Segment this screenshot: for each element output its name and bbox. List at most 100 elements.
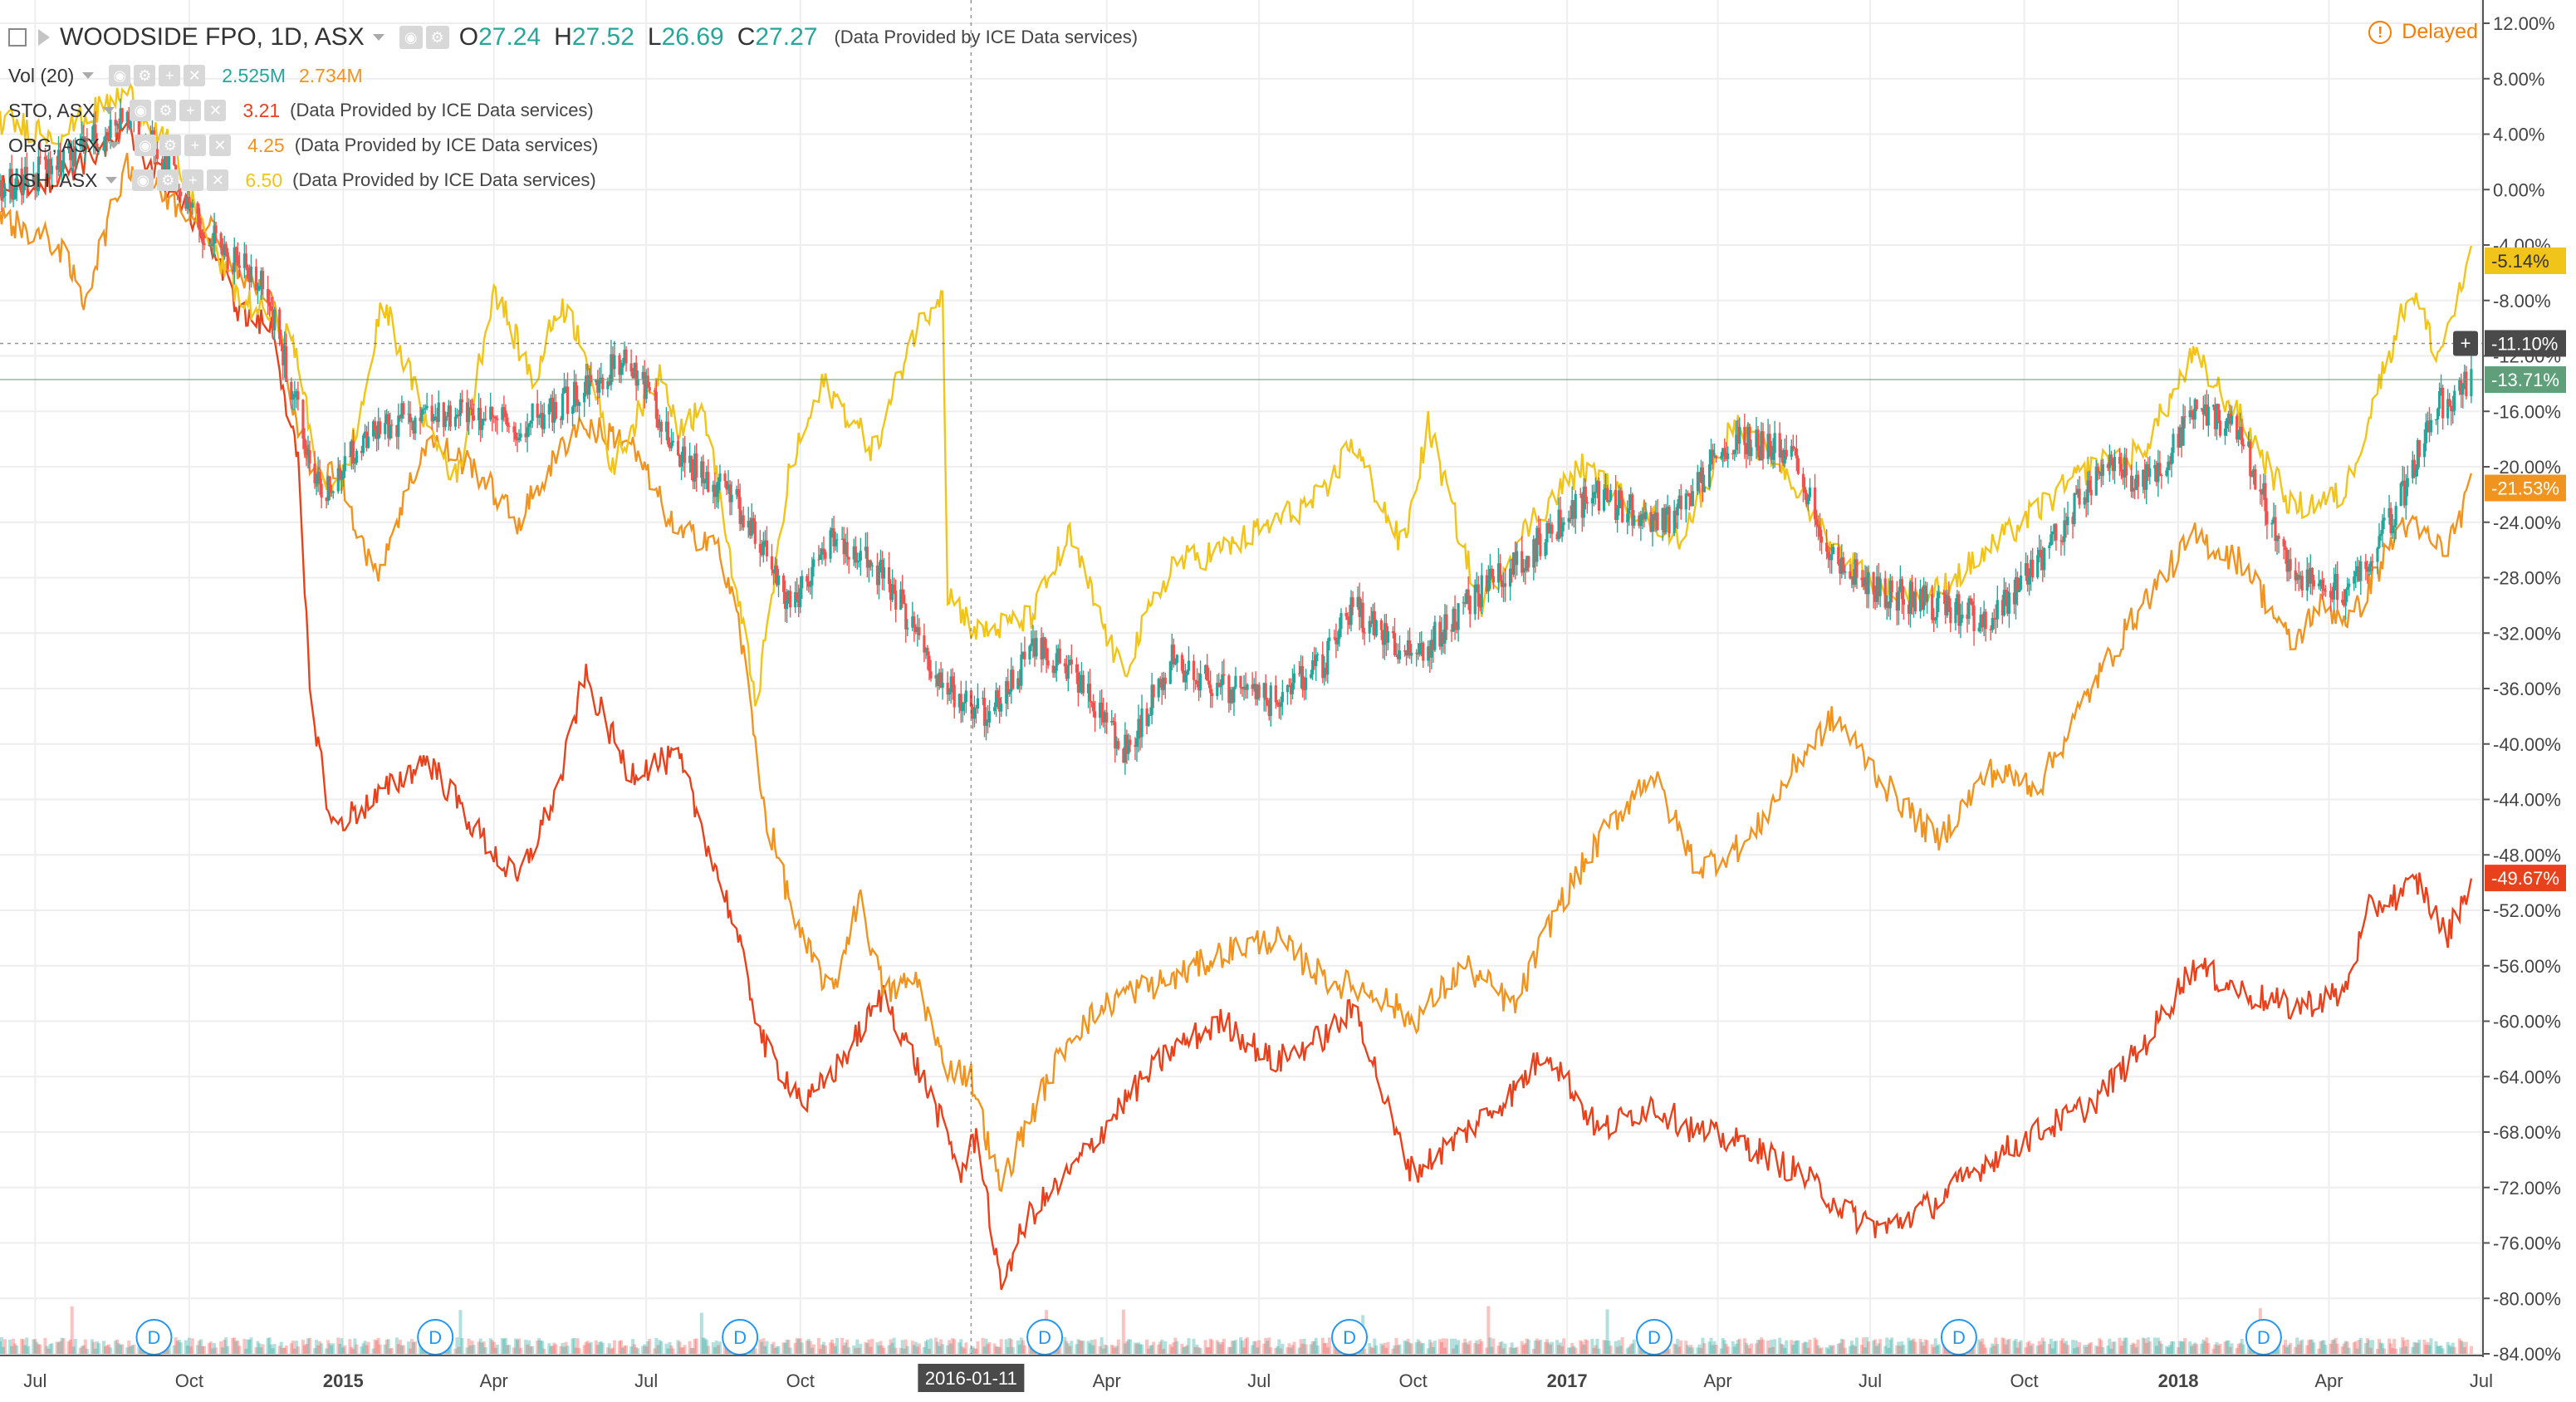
candle-body [477,408,481,421]
candle [695,443,698,493]
candle-body [1281,692,1284,703]
close-icon[interactable]: ✕ [208,135,231,156]
chevron-down-icon[interactable] [103,107,115,114]
candle-body [82,136,86,151]
volume-bar [2446,1341,2450,1354]
close-icon[interactable]: ✕ [184,65,206,86]
volume-bar [1890,1337,1894,1354]
candle-body [2109,454,2113,463]
flag-icon[interactable] [38,29,50,46]
candle [2300,571,2304,598]
compare-symbol[interactable]: ORG, ASX [8,134,100,156]
dividend-icon-label: D [429,1327,442,1348]
dividend-icon[interactable]: D [2245,1319,2282,1355]
gear-icon[interactable]: ⚙ [159,135,181,156]
volume-bar [2238,1342,2242,1354]
volume-bar [1709,1337,1713,1354]
chevron-down-icon[interactable] [105,177,118,184]
candle [316,456,320,493]
dividend-icon[interactable]: D [1331,1319,1369,1355]
eye-icon[interactable]: ◉ [109,65,131,86]
dividend-icon-label: D [148,1327,161,1348]
chevron-down-icon[interactable] [82,72,95,79]
volume-bar [1287,1343,1291,1354]
gear-icon[interactable]: ⚙ [134,65,156,86]
candle-body [1264,683,1267,700]
plus-icon[interactable]: + [159,65,181,86]
symbol-title[interactable]: WOODSIDE FPO, 1D, ASX [60,23,365,51]
candle-body [869,560,873,566]
candle-body [107,137,110,139]
last-value-box [2485,474,2566,502]
compare-symbol[interactable]: STO, ASX [8,99,95,121]
candle [941,668,944,700]
dividend-icon[interactable]: D [135,1319,173,1355]
last-value-label: -21.53% [2491,478,2559,499]
plus-icon[interactable] [2453,331,2478,356]
close-icon[interactable]: ✕ [204,100,227,121]
volume-bar [2343,1341,2348,1354]
candle-body [1020,654,1023,686]
candle-body [375,429,379,439]
volume-bar [946,1345,950,1354]
candle-body [1076,672,1080,693]
candle [1020,642,1023,690]
chevron-down-icon[interactable] [372,34,384,41]
candle-body [1274,685,1277,703]
volume-bar [526,1344,530,1354]
volume-bar [1103,1344,1107,1354]
close-icon[interactable]: ✕ [207,169,229,191]
plus-icon[interactable]: + [179,100,202,121]
candle-body [981,698,985,699]
volume-bar [1780,1343,1784,1354]
dividend-icon[interactable]: D [1026,1319,1064,1355]
volume-bar [1773,1339,1777,1354]
volume-bar [15,1346,19,1354]
eye-icon[interactable]: ◉ [130,100,152,121]
candle [1415,649,1418,667]
volume-bar [60,1337,64,1354]
candle-body [2099,472,2103,476]
compare-symbol[interactable]: OSH, ASX [8,169,98,191]
candle-body [1383,623,1386,645]
eye-icon[interactable]: ◉ [132,169,154,191]
volume-label[interactable]: Vol (20) [8,64,75,86]
candle-body [1410,652,1413,656]
candle-body [2015,576,2020,592]
candle-body [1251,684,1254,689]
plus-icon[interactable]: + [184,135,206,156]
volume-bar [758,1339,762,1354]
dividend-icon[interactable]: D [1940,1319,1977,1355]
candle-body [2317,583,2321,586]
gear-icon[interactable]: ⚙ [154,100,177,121]
delayed-badge[interactable]: ! Delayed [2368,20,2478,44]
candle-body [575,399,580,406]
candle-body [1971,601,1974,606]
volume-bar [2098,1338,2102,1354]
chevron-down-icon[interactable] [107,142,120,149]
candle-body [1080,674,1084,686]
candle-body [2064,520,2068,526]
candle-body [1726,453,1730,459]
candle-body [1207,680,1211,685]
dividend-icon[interactable]: D [417,1319,454,1355]
candle-body [2460,380,2463,395]
candle [410,417,414,430]
dividend-icon[interactable]: D [1635,1319,1672,1355]
gear-icon[interactable]: ⚙ [425,26,449,49]
volume-bar [1630,1343,1634,1354]
candle [2048,542,2051,559]
candle [1597,477,1601,515]
candle [1369,606,1373,628]
candle [2167,454,2170,484]
gear-icon[interactable]: ⚙ [157,169,179,191]
volume-bar [1668,1348,1672,1354]
collapse-icon[interactable] [8,28,27,47]
dividend-icon[interactable]: D [722,1319,759,1355]
eye-icon[interactable]: ◉ [399,26,423,49]
volume-bar [1150,1345,1154,1354]
eye-icon[interactable]: ◉ [134,135,156,156]
plus-icon[interactable]: + [182,169,204,191]
